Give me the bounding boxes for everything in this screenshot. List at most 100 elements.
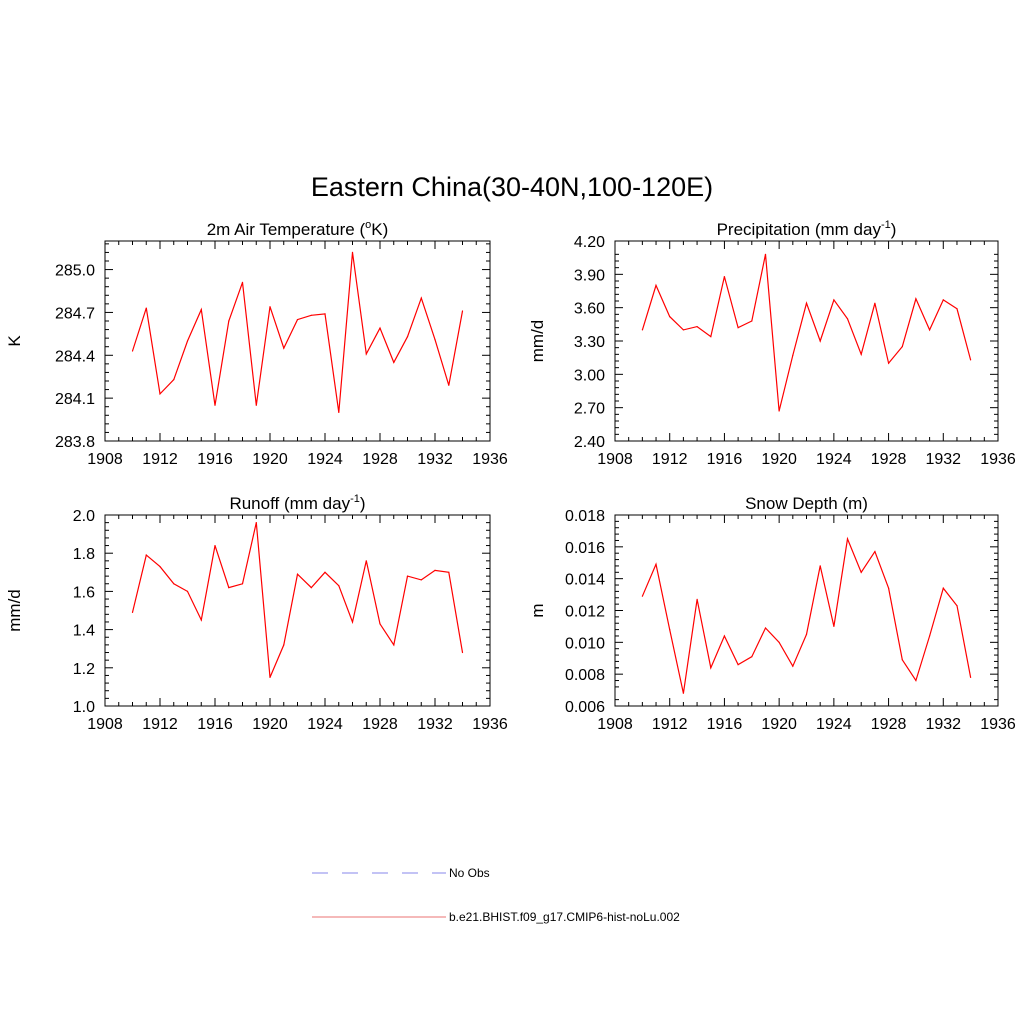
x-tick-label: 1912 [652, 451, 688, 468]
data-point [434, 339, 436, 341]
data-point [655, 563, 657, 565]
data-point [929, 635, 931, 637]
data-point [846, 538, 849, 540]
y-tick-label: 0.016 [565, 540, 605, 557]
data-point [448, 384, 450, 386]
x-tick-label: 1908 [87, 716, 123, 733]
data-point [434, 569, 436, 572]
data-point [131, 350, 134, 352]
data-point [682, 692, 685, 694]
data-point [296, 573, 299, 575]
plot-frame [104, 514, 491, 707]
data-point [200, 309, 202, 311]
data-point [888, 587, 890, 589]
data-point [970, 676, 972, 679]
data-point [696, 326, 698, 328]
data-point [710, 667, 712, 669]
panel-title-rest: ) [891, 220, 897, 239]
data-point [901, 346, 903, 348]
data-point [792, 354, 794, 356]
panel-title-superscript: o [365, 219, 371, 231]
data-point [792, 665, 794, 667]
y-tick-label: 0.018 [565, 508, 605, 525]
x-tick-label: 1928 [871, 716, 907, 733]
data-point [310, 587, 312, 589]
data-point [819, 565, 821, 567]
data-point [874, 302, 876, 304]
legend: No Obs b.e21.BHIST.f09_g17.CMIP6-hist-noL… [312, 866, 680, 924]
data-point [888, 362, 890, 364]
x-tick-label: 1912 [142, 451, 178, 468]
data-point [723, 276, 726, 278]
data-point [846, 318, 849, 320]
data-point [682, 329, 685, 331]
panel-4: Snow Depth (m) 1908 1912 1916 1920 1924 1928 19… [528, 494, 1016, 733]
y-axis-label: m [528, 603, 547, 617]
y-tick-label: 283.8 [55, 434, 95, 451]
data-point [778, 410, 780, 412]
data-point [655, 284, 657, 286]
data-point [228, 587, 230, 589]
x-tick-label: 1908 [597, 451, 633, 468]
y-tick-label: 285.0 [55, 263, 95, 280]
y-tick-label: 1.6 [73, 584, 95, 601]
x-tick-label: 1908 [597, 716, 633, 733]
panel-title: Runoff (mm day-1) [229, 493, 365, 513]
data-point [461, 310, 464, 312]
data-point [833, 625, 835, 628]
x-tick-label: 1912 [652, 716, 688, 733]
data-point [860, 571, 862, 573]
data-point [901, 659, 903, 661]
legend-item: b.e21.BHIST.f09_g17.CMIP6-hist-noLu.002 [312, 910, 680, 924]
data-point [365, 560, 367, 562]
data-point [669, 316, 671, 318]
data-point [159, 566, 161, 568]
data-point [819, 340, 821, 342]
x-tick-label: 1936 [980, 716, 1016, 733]
plot-frame [614, 514, 999, 707]
y-tick-label: 284.4 [55, 348, 95, 365]
data-point [970, 359, 972, 361]
data-point [186, 590, 189, 593]
data-point [860, 353, 862, 355]
data-point [406, 336, 409, 338]
panel-title-rest: ) [360, 494, 366, 513]
data-point [737, 664, 739, 666]
x-tick-label: 1936 [472, 451, 508, 468]
data-point [696, 598, 698, 601]
data-point [173, 379, 175, 381]
data-point [214, 545, 216, 547]
y-tick-label: 0.010 [565, 635, 605, 652]
series-line [641, 254, 972, 412]
panel-title-main: Snow Depth (m) [745, 494, 868, 513]
data-point [241, 281, 244, 283]
data-point [393, 361, 395, 363]
x-tick-label: 1920 [252, 716, 288, 733]
data-point [723, 635, 726, 637]
panel-title: Precipitation (mm day-1) [717, 219, 897, 239]
plot-frame [614, 240, 999, 442]
data-point [255, 404, 257, 406]
panel-title-rest: K) [371, 220, 388, 239]
data-point [131, 611, 134, 614]
data-point [764, 253, 767, 255]
series-line [641, 536, 972, 694]
data-point [159, 393, 161, 395]
data-point [751, 656, 753, 658]
data-point [255, 522, 257, 524]
x-tick-label: 1928 [871, 451, 907, 468]
y-tick-label: 0.006 [565, 699, 605, 716]
y-tick-label: 284.1 [55, 391, 95, 408]
x-tick-label: 1916 [707, 451, 743, 468]
data-point [283, 644, 285, 646]
legend-item: No Obs [312, 866, 490, 880]
data-point [956, 308, 958, 310]
data-point [737, 327, 739, 329]
x-tick-label: 1936 [980, 451, 1016, 468]
x-tick-label: 1920 [252, 451, 288, 468]
y-tick-label: 0.008 [565, 667, 605, 684]
data-point [241, 583, 244, 585]
data-point [145, 307, 147, 309]
legend-label: b.e21.BHIST.f09_g17.CMIP6-hist-noLu.002 [449, 910, 680, 924]
series-line [131, 522, 464, 678]
